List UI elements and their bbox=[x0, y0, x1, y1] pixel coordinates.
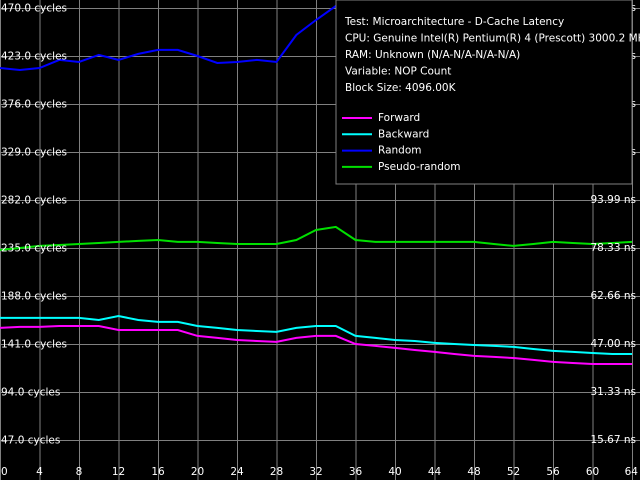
x-tick-label: 56 bbox=[546, 466, 560, 478]
x-tick-label: 24 bbox=[230, 466, 244, 478]
x-tick-label: 0 bbox=[1, 466, 8, 478]
legend-label: Pseudo-random bbox=[378, 161, 461, 173]
x-tick-label: 4 bbox=[36, 466, 43, 478]
y2-tick-label: 93.99 ns bbox=[590, 194, 636, 206]
y-tick-label: 188.0 cycles bbox=[1, 291, 67, 303]
info-box-frame bbox=[335, 0, 633, 185]
x-tick-label: 12 bbox=[112, 466, 125, 478]
y-tick-label: 141.0 cycles bbox=[1, 339, 67, 351]
x-tick-label: 60 bbox=[586, 466, 599, 478]
x-tick-label: 48 bbox=[467, 466, 480, 478]
y2-tick-label: 62.66 ns bbox=[590, 290, 636, 302]
info-line: Block Size: 4096.00K bbox=[345, 82, 457, 94]
info-line: Variable: NOP Count bbox=[345, 66, 451, 78]
x-tick-label: 44 bbox=[428, 466, 442, 478]
y-tick-label: 376.0 cycles bbox=[1, 99, 67, 111]
info-line: RAM: Unknown (N/A-N/A-N/A-N/A) bbox=[345, 49, 520, 61]
legend-label: Forward bbox=[378, 112, 420, 124]
info-box: Test: Microarchitecture - D-Cache Latenc… bbox=[335, 0, 640, 185]
x-tick-label: 32 bbox=[309, 466, 322, 478]
y2-tick-label: 47.00 ns bbox=[590, 338, 636, 350]
x-tick-label: 52 bbox=[507, 466, 520, 478]
legend-label: Backward bbox=[378, 128, 429, 140]
info-line: Test: Microarchitecture - D-Cache Latenc… bbox=[344, 16, 564, 28]
legend-label: Random bbox=[378, 145, 421, 157]
x-tick-label: 64 bbox=[625, 466, 639, 478]
x-tick-label: 8 bbox=[76, 466, 83, 478]
x-tick-label: 36 bbox=[349, 466, 363, 478]
y-tick-label: 47.0 cycles bbox=[1, 435, 60, 447]
series-line bbox=[0, 325, 632, 365]
y-tick-label: 470.0 cycles bbox=[1, 3, 67, 15]
x-tick-label: 28 bbox=[270, 466, 283, 478]
y2-tick-label: 31.33 ns bbox=[590, 386, 636, 398]
x-tick-label: 16 bbox=[151, 466, 165, 478]
y-tick-label: 282.0 cycles bbox=[1, 195, 67, 207]
x-tick-label: 20 bbox=[191, 466, 204, 478]
y-tick-label: 423.0 cycles bbox=[1, 51, 67, 63]
x-tick-label: 40 bbox=[388, 466, 401, 478]
y-tick-label: 235.0 cycles bbox=[1, 243, 67, 255]
y-tick-label: 329.0 cycles bbox=[1, 147, 67, 159]
y2-tick-label: 78.33 ns bbox=[590, 242, 636, 254]
y-tick-label: 94.0 cycles bbox=[1, 387, 60, 399]
y2-tick-label: 15.67 ns bbox=[590, 434, 636, 446]
series-line bbox=[0, 314, 632, 355]
info-line: CPU: Genuine Intel(R) Pentium(R) 4 (Pres… bbox=[345, 33, 640, 45]
series-line bbox=[0, 225, 633, 251]
